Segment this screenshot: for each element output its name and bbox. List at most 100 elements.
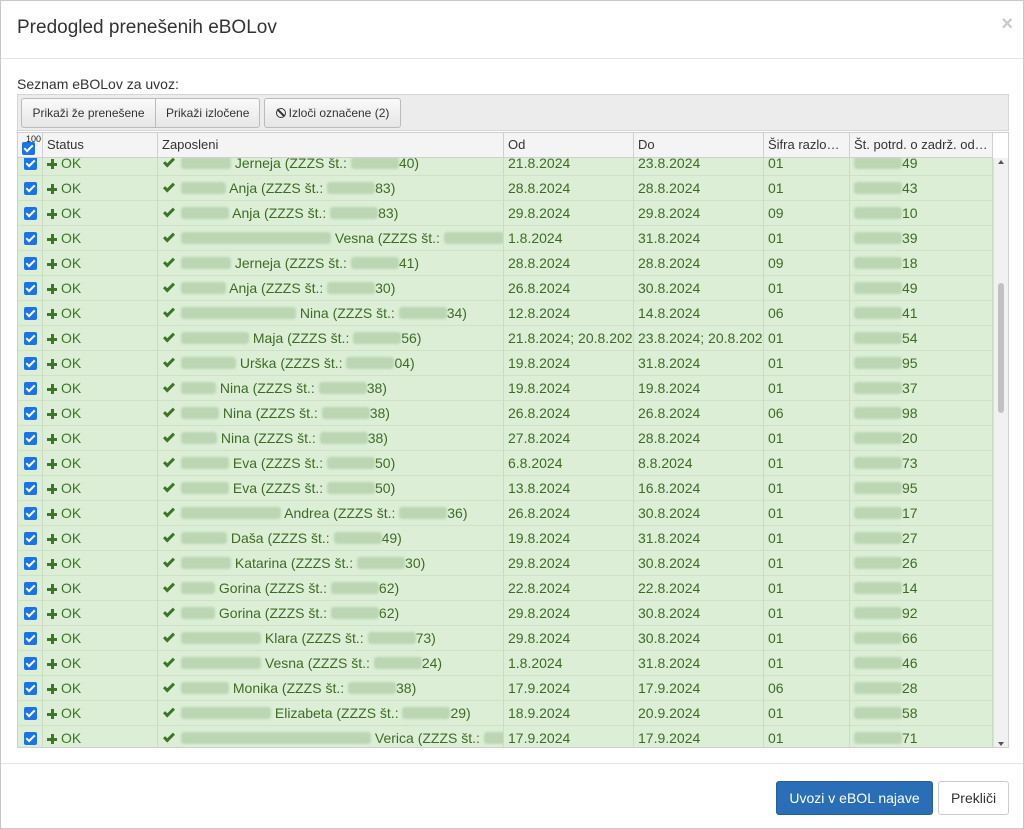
- row-checkbox[interactable]: [24, 257, 37, 270]
- row-checkbox[interactable]: [24, 557, 37, 570]
- row-checkbox[interactable]: [24, 307, 37, 320]
- redacted-potrdilo: [854, 332, 902, 344]
- od-cell: 27.8.2024: [504, 426, 634, 451]
- table-row[interactable]: OK Jerneja (ZZZS št.: 41) 28.8.2024 28.8.2…: [18, 251, 993, 276]
- row-checkbox[interactable]: [24, 182, 37, 195]
- row-checkbox-cell: [18, 426, 43, 451]
- table-row[interactable]: OK Anja (ZZZS št.: 83) 29.8.2024 29.8.2024…: [18, 201, 993, 226]
- column-header-od[interactable]: Od: [504, 133, 634, 157]
- table-row[interactable]: OK Nina (ZZZS št.: 38) 26.8.2024 26.8.2024…: [18, 401, 993, 426]
- potrdilo-suffix: 17: [902, 505, 918, 521]
- row-checkbox[interactable]: [24, 207, 37, 220]
- sifra-cell: 06: [764, 401, 850, 426]
- scroll-down-arrow-icon[interactable]: [998, 742, 1004, 746]
- column-header-zaposleni[interactable]: Zaposleni: [158, 133, 504, 157]
- row-checkbox[interactable]: [24, 732, 37, 745]
- check-icon: [162, 255, 176, 268]
- row-checkbox[interactable]: [24, 707, 37, 720]
- od-cell: 28.8.2024: [504, 251, 634, 276]
- row-checkbox[interactable]: [24, 282, 37, 295]
- row-checkbox[interactable]: [24, 482, 37, 495]
- od-cell: 21.8.2024; 20.8.2024: [504, 326, 634, 351]
- table-row[interactable]: OK Vesna (ZZZS št.: 1.8.2024 31.8.2024 01 3…: [18, 226, 993, 251]
- row-checkbox[interactable]: [24, 432, 37, 445]
- row-checkbox[interactable]: [24, 582, 37, 595]
- table-row[interactable]: OK Andrea (ZZZS št.: 36) 26.8.2024 30.8.20…: [18, 501, 993, 526]
- table-row[interactable]: OK Monika (ZZZS št.: 38) 17.9.2024 17.9.20…: [18, 676, 993, 701]
- plus-icon: [47, 359, 57, 369]
- do-cell: 26.8.2024: [634, 401, 764, 426]
- row-checkbox[interactable]: [24, 657, 37, 670]
- status-text: OK: [61, 530, 82, 546]
- table-row[interactable]: OK Elizabeta (ZZZS št.: 29) 18.9.2024 20.9…: [18, 701, 993, 726]
- row-checkbox[interactable]: [24, 457, 37, 470]
- table-row[interactable]: OK Eva (ZZZS št.: 50) 6.8.2024 8.8.2024 01 7…: [18, 451, 993, 476]
- redacted-zzzs: [348, 682, 397, 694]
- redacted-name: [181, 257, 231, 269]
- row-checkbox[interactable]: [24, 682, 37, 695]
- row-checkbox[interactable]: [24, 382, 37, 395]
- column-header-do[interactable]: Do: [634, 133, 764, 157]
- row-checkbox[interactable]: [24, 507, 37, 520]
- status-cell: OK: [43, 601, 158, 626]
- column-header-status[interactable]: Status: [43, 133, 158, 157]
- row-checkbox[interactable]: [24, 158, 37, 170]
- plus-icon: [47, 184, 57, 194]
- od-cell: 26.8.2024: [504, 276, 634, 301]
- row-checkbox[interactable]: [24, 632, 37, 645]
- table-row[interactable]: OK Anja (ZZZS št.: 83) 28.8.2024 28.8.2024…: [18, 176, 993, 201]
- column-header-sifra[interactable]: Šifra razlo…: [764, 133, 850, 157]
- table-row[interactable]: OK Urška (ZZZS št.: 04) 19.8.2024 31.8.202…: [18, 351, 993, 376]
- scrollbar-thumb[interactable]: [998, 283, 1004, 413]
- zzzs-suffix: 41): [398, 255, 420, 271]
- table-row[interactable]: OK Nina (ZZZS št.: 38) 27.8.2024 28.8.2024…: [18, 426, 993, 451]
- show-excluded-button[interactable]: Prikaži izločene: [155, 98, 260, 128]
- table-row[interactable]: OK Jerneja (ZZZS št.: 40) 21.8.2024 23.8.2…: [18, 158, 993, 176]
- redacted-zzzs: [350, 257, 399, 269]
- plus-icon: [47, 459, 57, 469]
- scroll-up-arrow-icon[interactable]: [998, 160, 1004, 164]
- table-row[interactable]: OK Nina (ZZZS št.: 34) 12.8.2024 14.8.2024…: [18, 301, 993, 326]
- table-row[interactable]: OK Gorina (ZZZS št.: 62) 29.8.2024 30.8.20…: [18, 601, 993, 626]
- table-row[interactable]: OK Maja (ZZZS št.: 56) 21.8.2024; 20.8.20…: [18, 326, 993, 351]
- check-icon: [162, 380, 176, 393]
- plus-icon: [47, 634, 57, 644]
- cancel-button[interactable]: Prekliči: [938, 781, 1009, 815]
- employee-name-text: Klara (ZZZS št.:: [264, 630, 364, 646]
- sifra-cell: 01: [764, 601, 850, 626]
- column-header-potrdilo[interactable]: Št. potrd. o zadrž. od…: [850, 133, 993, 157]
- redacted-zzzs: [330, 607, 379, 619]
- row-checkbox[interactable]: [24, 407, 37, 420]
- close-icon[interactable]: ×: [1001, 13, 1013, 35]
- status-cell: OK: [43, 476, 158, 501]
- row-checkbox[interactable]: [24, 607, 37, 620]
- row-checkbox[interactable]: [24, 532, 37, 545]
- table-row[interactable]: OK Vesna (ZZZS št.: 24) 1.8.2024 31.8.2024…: [18, 651, 993, 676]
- redacted-potrdilo: [854, 457, 902, 469]
- table-row[interactable]: OK Nina (ZZZS št.: 38) 19.8.2024 19.8.2024…: [18, 376, 993, 401]
- row-checkbox[interactable]: [24, 332, 37, 345]
- table-row[interactable]: OK Katarina (ZZZS št.: 30) 29.8.2024 30.8.…: [18, 551, 993, 576]
- table-row[interactable]: OK Anja (ZZZS št.: 30) 26.8.2024 30.8.2024…: [18, 276, 993, 301]
- redacted-zzzs: [330, 207, 379, 219]
- import-button[interactable]: Uvozi v eBOL najave: [776, 781, 933, 815]
- table-row[interactable]: OK Klara (ZZZS št.: 73) 29.8.2024 30.8.202…: [18, 626, 993, 651]
- zzzs-suffix: 40): [398, 158, 420, 171]
- table-row[interactable]: OK Daša (ZZZS št.: 49) 19.8.2024 31.8.2024…: [18, 526, 993, 551]
- grid-scrollbar[interactable]: [993, 158, 1008, 747]
- employee-name-text: Eva (ZZZS št.:: [232, 455, 324, 471]
- row-checkbox-cell: [18, 576, 43, 601]
- table-row[interactable]: OK Eva (ZZZS št.: 50) 13.8.2024 16.8.2024 0…: [18, 476, 993, 501]
- row-checkbox[interactable]: [24, 232, 37, 245]
- od-cell: 28.8.2024: [504, 176, 634, 201]
- redacted-potrdilo: [854, 582, 902, 594]
- table-row[interactable]: OK Gorina (ZZZS št.: 62) 22.8.2024 22.8.20…: [18, 576, 993, 601]
- exclude-selected-button[interactable]: Izloči označene (2): [264, 98, 401, 128]
- select-all-checkbox[interactable]: [22, 142, 35, 155]
- table-row[interactable]: OK Verica (ZZZS št.: 17.9.2024 17.9.2024 0…: [18, 726, 993, 747]
- show-transferred-button[interactable]: Prikaži že prenešene: [21, 98, 156, 128]
- potrdilo-cell: 58: [850, 701, 993, 726]
- row-checkbox[interactable]: [24, 357, 37, 370]
- status-text: OK: [61, 180, 82, 196]
- potrdilo-suffix: 49: [902, 158, 918, 171]
